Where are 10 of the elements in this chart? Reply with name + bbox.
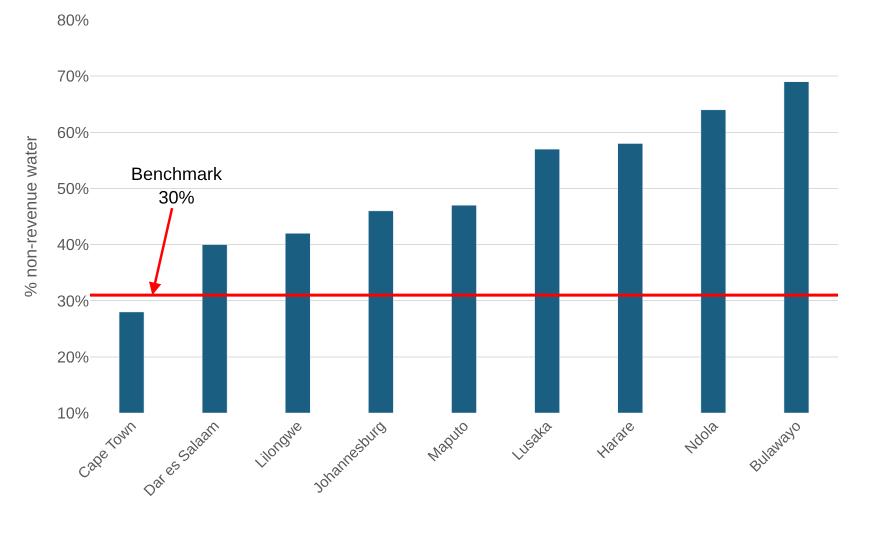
y-tick-label: 30% xyxy=(56,293,89,310)
ref-line-label: Benchmark 30% xyxy=(131,164,224,208)
y-tick-label: 40% xyxy=(56,237,89,254)
y-tick-label: 20% xyxy=(56,349,89,366)
y-tick-label: 60% xyxy=(56,124,89,142)
y-tick-label: 10% xyxy=(56,406,89,423)
y-tick-label: 70% xyxy=(56,68,89,86)
y-tick-label: 50% xyxy=(56,181,89,198)
y-tick-label: 80% xyxy=(56,12,89,30)
y-axis-title: % non-revenue water xyxy=(22,135,41,298)
